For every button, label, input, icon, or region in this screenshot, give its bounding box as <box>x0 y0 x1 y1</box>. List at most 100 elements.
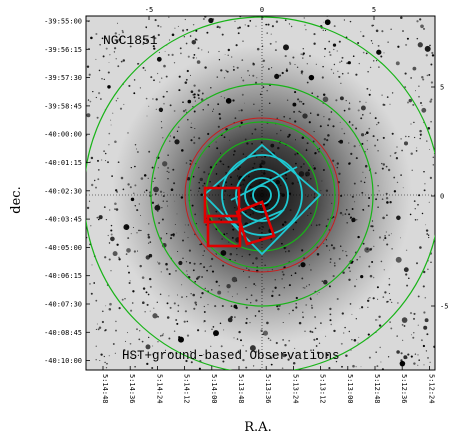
star <box>138 203 140 205</box>
star <box>274 49 277 52</box>
star <box>348 102 351 104</box>
star <box>378 315 381 319</box>
star <box>164 51 166 53</box>
star <box>148 223 150 225</box>
star <box>368 265 371 268</box>
star <box>116 22 119 24</box>
star <box>380 55 383 58</box>
star <box>270 33 272 35</box>
star <box>170 233 173 237</box>
star <box>157 167 159 169</box>
star <box>236 248 238 250</box>
star <box>345 209 348 211</box>
star <box>359 100 361 103</box>
star <box>386 243 389 246</box>
star <box>336 50 338 52</box>
star <box>185 162 188 164</box>
star <box>353 145 356 148</box>
star <box>115 208 119 211</box>
star <box>98 218 100 221</box>
star <box>366 87 369 90</box>
star <box>154 19 157 22</box>
star <box>161 334 164 337</box>
star <box>360 275 364 279</box>
star <box>107 161 109 164</box>
star <box>326 139 329 142</box>
star <box>355 218 358 221</box>
star <box>313 338 316 341</box>
star <box>382 163 385 166</box>
star <box>234 316 236 318</box>
star <box>412 336 415 339</box>
star <box>225 128 228 131</box>
star <box>369 89 371 91</box>
star <box>425 224 427 226</box>
star <box>237 167 240 170</box>
star <box>285 169 288 171</box>
star <box>168 295 170 297</box>
star <box>320 189 322 191</box>
star <box>86 65 90 68</box>
star <box>218 50 220 53</box>
star <box>146 115 148 117</box>
star <box>194 213 197 216</box>
star <box>322 143 326 146</box>
star <box>104 256 107 259</box>
star <box>225 185 227 187</box>
star <box>302 311 304 313</box>
star <box>389 103 391 105</box>
star <box>190 293 192 295</box>
star <box>169 104 172 107</box>
star <box>237 350 240 353</box>
star <box>136 151 139 153</box>
star <box>345 250 347 253</box>
star <box>296 66 299 69</box>
star <box>316 253 320 256</box>
star <box>317 149 319 151</box>
star <box>348 213 351 216</box>
star <box>167 154 169 156</box>
star <box>378 236 382 239</box>
star <box>129 45 132 48</box>
star <box>236 338 239 340</box>
star <box>275 179 281 185</box>
star <box>292 309 294 312</box>
star <box>218 285 220 287</box>
star <box>166 316 170 319</box>
star <box>228 194 231 197</box>
star <box>208 266 210 268</box>
star <box>388 283 391 286</box>
star <box>112 251 118 257</box>
star <box>186 320 189 323</box>
star <box>381 162 383 165</box>
star <box>222 264 225 267</box>
star <box>295 296 298 300</box>
top-tick-label: 5 <box>372 6 376 14</box>
star <box>288 23 290 25</box>
star <box>114 47 117 50</box>
star <box>410 355 413 358</box>
star <box>348 162 351 165</box>
star <box>173 182 176 185</box>
star <box>315 337 319 341</box>
star <box>225 69 227 71</box>
star <box>375 29 379 33</box>
star <box>184 310 187 313</box>
star <box>268 68 270 70</box>
dec-tick-label: -39:57:30 <box>44 74 82 82</box>
star <box>153 307 155 309</box>
star <box>210 345 212 347</box>
star <box>226 232 228 235</box>
star <box>284 19 287 22</box>
star <box>339 61 341 64</box>
star <box>389 321 391 323</box>
star <box>160 110 162 113</box>
star <box>307 169 310 172</box>
star <box>99 44 101 46</box>
star <box>336 162 339 165</box>
star <box>104 361 106 364</box>
star <box>201 292 204 295</box>
star <box>386 214 388 217</box>
star <box>182 109 186 113</box>
star <box>300 165 303 168</box>
